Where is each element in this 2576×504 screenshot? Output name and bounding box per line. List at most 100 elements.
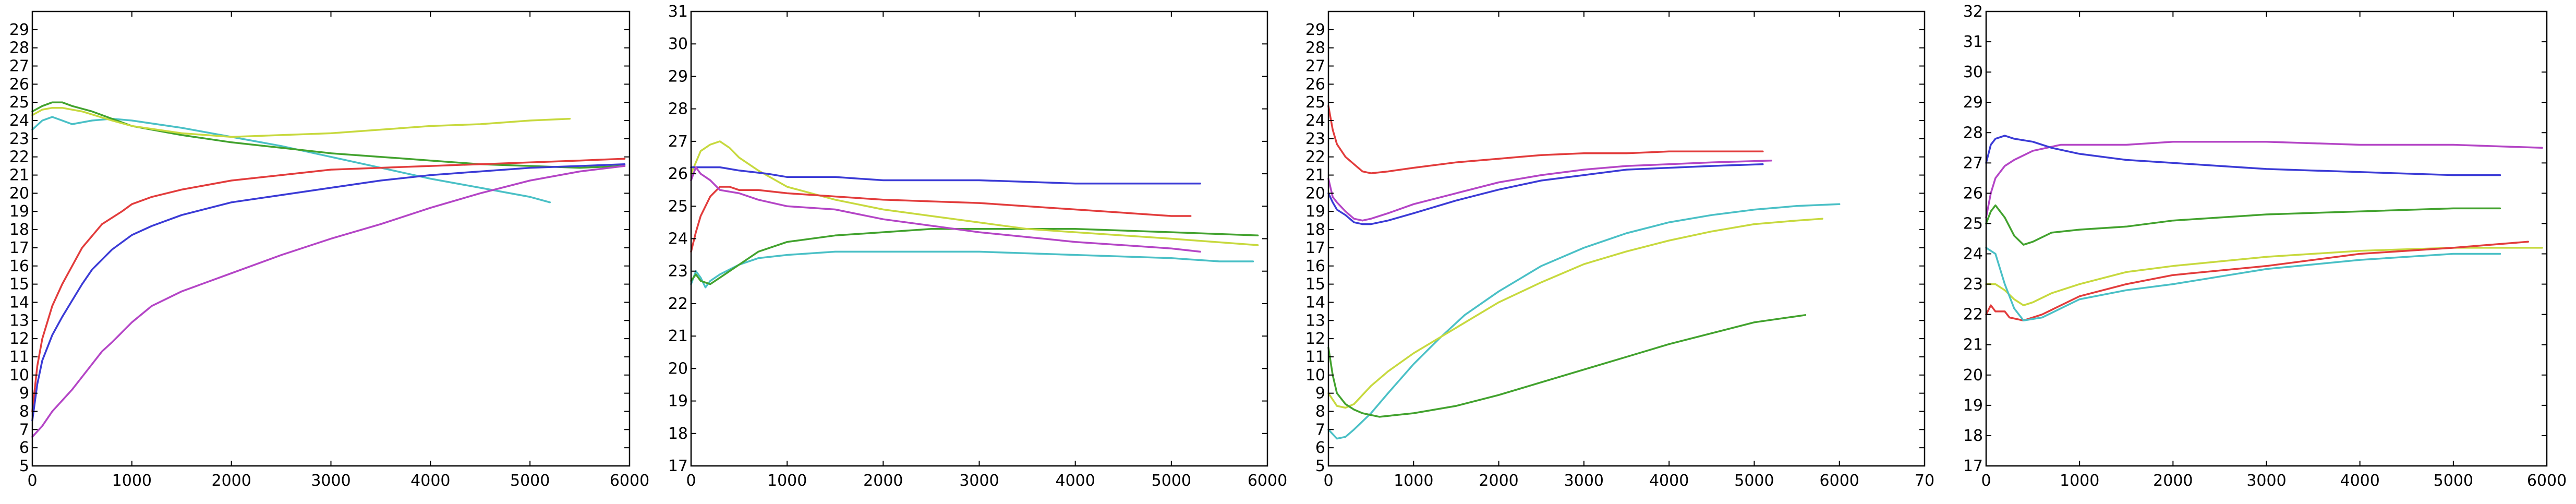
x-tick-label: 5000	[1152, 472, 1191, 490]
y-tick-label: 19	[1305, 202, 1325, 221]
y-tick-label: 20	[1963, 366, 1983, 385]
y-tick-label: 29	[668, 67, 688, 86]
x-tick-label: 6000	[2527, 472, 2567, 490]
x-tick-label: 2000	[211, 472, 251, 490]
y-tick-label: 15	[1305, 275, 1325, 294]
x-tick-label: 4000	[1055, 472, 1095, 490]
chart-panel-4: 0 1000 2000 3000 4000 5000 6000 17 18 19 20 21 22 23 2…	[1963, 3, 2567, 490]
x-tick-label: 4000	[410, 472, 450, 490]
y-tick-label: 26	[9, 75, 29, 93]
x-tick-label: 3000	[2246, 472, 2286, 490]
y-tick-label: 25	[1963, 214, 1983, 233]
series-line-4	[1327, 203, 1841, 440]
y-tick-label: 16	[9, 257, 29, 275]
series-line-6	[690, 166, 1201, 253]
y-tick-label: 23	[668, 262, 688, 281]
series-line-6	[1327, 314, 1807, 418]
x-tick-label: 5000	[510, 472, 550, 490]
y-tick-label: 27	[1305, 57, 1325, 76]
x-tick-label: 0	[686, 472, 696, 490]
x-tick-label: 2000	[863, 472, 903, 490]
y-tick-label: 28	[9, 39, 29, 57]
y-tick-label: 19	[1963, 397, 1983, 415]
chart-panel-1: 0 1000 2000 3000 4000 5000 6000 567891011121314…	[9, 10, 649, 490]
y-tick-label: 26	[1305, 75, 1325, 93]
y-tick-label: 18	[1305, 221, 1325, 239]
y-tick-label: 25	[9, 93, 29, 112]
y-tick-label: 9	[19, 385, 29, 403]
series-line-5	[1985, 241, 2529, 322]
y-tick-label: 23	[9, 130, 29, 148]
y-tick-label: 11	[9, 348, 29, 366]
y-tick-label: 21	[9, 166, 29, 185]
x-tick-label: 5000	[2434, 472, 2473, 490]
series-line-5	[1327, 218, 1823, 409]
chart-panel-3: 0 1000 2000 3000 4000 5000 6000 70 5678910111213…	[1305, 10, 1934, 490]
y-tick-label: 12	[9, 330, 29, 348]
y-tick-label: 21	[668, 327, 688, 345]
y-tick-label: 27	[1963, 154, 1983, 172]
y-tick-label: 18	[9, 221, 29, 239]
series-line-5	[690, 166, 1201, 185]
y-tick-label: 19	[9, 202, 29, 221]
series-line-2	[31, 101, 626, 169]
y-tick-label: 29	[1963, 93, 1983, 112]
y-tick-label: 9	[1315, 385, 1325, 403]
y-tick-label: 21	[1963, 336, 1983, 354]
x-tick-label: 1000	[767, 472, 807, 490]
y-tick-label: 12	[1305, 330, 1325, 348]
y-tick-label: 23	[1305, 130, 1325, 148]
series-line-4	[31, 158, 626, 413]
y-tick-label: 15	[9, 275, 29, 294]
y-tick-label: 31	[1963, 33, 1983, 51]
y-tick-label: 5	[19, 457, 29, 475]
y-tick-label: 30	[668, 35, 688, 53]
y-tick-label: 17	[668, 457, 688, 475]
x-tick-label: 3000	[959, 472, 999, 490]
series-line-5	[31, 163, 626, 422]
x-tick-label: 0	[27, 472, 37, 490]
series-line-6	[1985, 247, 2501, 322]
y-tick-label: 20	[9, 184, 29, 202]
y-tick-label: 20	[1305, 184, 1325, 202]
y-tick-label: 7	[1315, 421, 1325, 439]
y-tick-label: 5	[1315, 457, 1325, 475]
x-tick-label: 6000	[1248, 472, 1287, 490]
y-tick-label: 29	[1305, 21, 1325, 39]
series-line-4	[690, 186, 1192, 253]
y-tick-label: 24	[1963, 245, 1983, 263]
x-tick-label: 2000	[1479, 472, 1518, 490]
series-line-2	[1985, 135, 2501, 176]
y-tick-label: 8	[1315, 402, 1325, 421]
y-tick-label: 24	[668, 230, 688, 248]
y-tick-label: 23	[1963, 275, 1983, 294]
series-line-2	[1327, 159, 1772, 222]
y-tick-label: 11	[1305, 348, 1325, 366]
series-line-1	[31, 116, 551, 203]
y-tick-label: 25	[1305, 93, 1325, 112]
y-tick-label: 29	[9, 21, 29, 39]
y-tick-label: 28	[1963, 124, 1983, 142]
plot-frame	[1985, 10, 2548, 467]
series-line-2	[690, 228, 1259, 285]
x-tick-label: 1000	[112, 472, 152, 490]
plot-frame	[1327, 10, 1926, 467]
chart-panel-2: 0 1000 2000 3000 4000 5000 6000 17 18 19 20 21 22 23 2…	[668, 3, 1287, 490]
y-tick-label: 13	[1305, 311, 1325, 330]
y-tick-label: 32	[1963, 3, 1983, 21]
y-tick-label: 24	[1305, 112, 1325, 130]
y-tick-label: 8	[19, 402, 29, 421]
series-line-3	[690, 140, 1259, 246]
x-tick-label: 6000	[610, 472, 649, 490]
y-tick-label: 10	[1305, 366, 1325, 385]
series-line-3	[1327, 163, 1764, 225]
series-line-6	[31, 165, 626, 438]
y-tick-label: 31	[668, 3, 688, 21]
x-tick-label: 0	[1981, 472, 1991, 490]
y-tick-label: 14	[1305, 293, 1325, 311]
y-tick-label: 30	[1963, 63, 1983, 81]
x-tick-label: 1000	[2060, 472, 2099, 490]
series-line-3	[1985, 204, 2501, 246]
x-tick-label: 3000	[311, 472, 350, 490]
